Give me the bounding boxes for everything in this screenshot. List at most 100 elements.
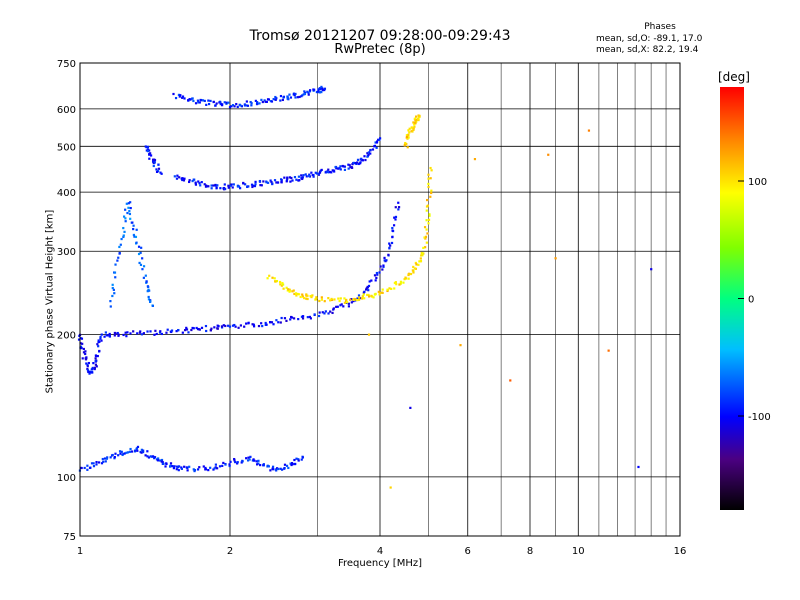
- echo-point: [82, 351, 86, 354]
- echo-point: [285, 286, 288, 289]
- echo-point: [88, 466, 92, 469]
- echo-point: [297, 293, 301, 296]
- echo-point: [356, 161, 359, 164]
- echo-point: [422, 246, 425, 250]
- echo-point: [197, 101, 200, 104]
- echo-point: [375, 276, 378, 280]
- echo-point: [374, 141, 377, 144]
- echo-point: [112, 288, 115, 291]
- echo-point: [153, 456, 157, 459]
- echo-point: [377, 290, 380, 293]
- echo-point: [249, 100, 252, 104]
- echo-point: [358, 296, 361, 299]
- echo-point: [145, 280, 148, 283]
- echo-point: [97, 461, 101, 464]
- echo-point: [390, 287, 393, 291]
- echo-point: [199, 184, 202, 187]
- echo-point: [357, 162, 360, 166]
- echo-point: [360, 157, 363, 160]
- echo-point: [253, 459, 256, 462]
- echo-point: [246, 104, 250, 107]
- echo-point: [131, 221, 134, 224]
- echo-point: [317, 88, 320, 91]
- echo-point: [426, 198, 429, 202]
- echo-point: [368, 280, 371, 283]
- echo-point: [308, 89, 312, 92]
- echo-point: [427, 185, 430, 189]
- echo-point: [425, 219, 428, 222]
- echo-point: [397, 201, 400, 204]
- echo-point: [236, 105, 239, 109]
- echo-point: [424, 235, 428, 238]
- echo-point: [385, 259, 388, 262]
- echo-point: [332, 307, 335, 310]
- echo-point: [335, 305, 338, 308]
- echo-point: [420, 254, 423, 257]
- echo-point: [430, 189, 433, 192]
- echo-point: [79, 337, 82, 340]
- echo-point: [287, 466, 290, 470]
- echo-point: [246, 459, 250, 462]
- echo-point: [343, 297, 346, 300]
- echo-point: [198, 328, 201, 331]
- echo-point: [257, 324, 261, 328]
- echo-point: [287, 288, 290, 291]
- echo-point: [113, 457, 116, 460]
- echo-point: [266, 464, 269, 467]
- echo-point: [417, 263, 420, 266]
- echo-point: [207, 468, 210, 472]
- echo-point: [304, 173, 307, 176]
- echo-point: [370, 294, 373, 297]
- echo-point: [321, 88, 324, 91]
- echo-point: [91, 366, 94, 370]
- echo-point: [180, 467, 183, 470]
- echo-point: [108, 332, 111, 336]
- echo-point: [423, 226, 427, 229]
- echo-point: [347, 163, 350, 166]
- echo-point: [230, 183, 233, 186]
- echo-point: [177, 469, 180, 472]
- echo-point: [274, 95, 277, 99]
- echo-point: [290, 463, 293, 467]
- echo-point: [407, 133, 410, 136]
- echo-point: [189, 98, 192, 101]
- echo-point: [144, 274, 147, 277]
- echo-point: [378, 293, 381, 296]
- echo-point: [196, 99, 200, 102]
- echo-point: [308, 173, 311, 176]
- echo-point: [383, 256, 386, 260]
- echo-point: [424, 246, 427, 249]
- echo-point: [265, 181, 268, 184]
- echo-point: [165, 331, 168, 334]
- echo-trace: [172, 85, 327, 109]
- echo-trace: [77, 201, 401, 375]
- echo-trace: [266, 166, 433, 304]
- echo-point: [94, 354, 98, 357]
- echo-point: [117, 256, 120, 259]
- echo-point: [320, 90, 323, 94]
- echo-point: [186, 466, 189, 470]
- echo-point: [427, 173, 430, 176]
- echo-point: [367, 293, 370, 297]
- echo-point: [407, 129, 410, 132]
- echo-point: [141, 257, 144, 260]
- echo-point: [174, 96, 178, 100]
- echo-point: [113, 455, 116, 459]
- echo-point: [269, 469, 272, 472]
- echo-point: [170, 329, 174, 332]
- echo-point: [233, 105, 236, 108]
- echo-point: [354, 298, 357, 301]
- echo-point: [306, 316, 309, 319]
- echo-point: [248, 458, 251, 461]
- echo-point: [281, 281, 284, 285]
- echo-point: [114, 332, 117, 335]
- echo-point: [244, 183, 247, 186]
- echo-point: [367, 333, 371, 336]
- echo-point: [312, 175, 315, 178]
- echo-point: [418, 260, 421, 263]
- echo-point: [315, 296, 318, 299]
- echo-point: [104, 460, 107, 463]
- echo-point: [227, 186, 230, 189]
- echo-point: [292, 92, 296, 95]
- echo-point: [363, 290, 366, 293]
